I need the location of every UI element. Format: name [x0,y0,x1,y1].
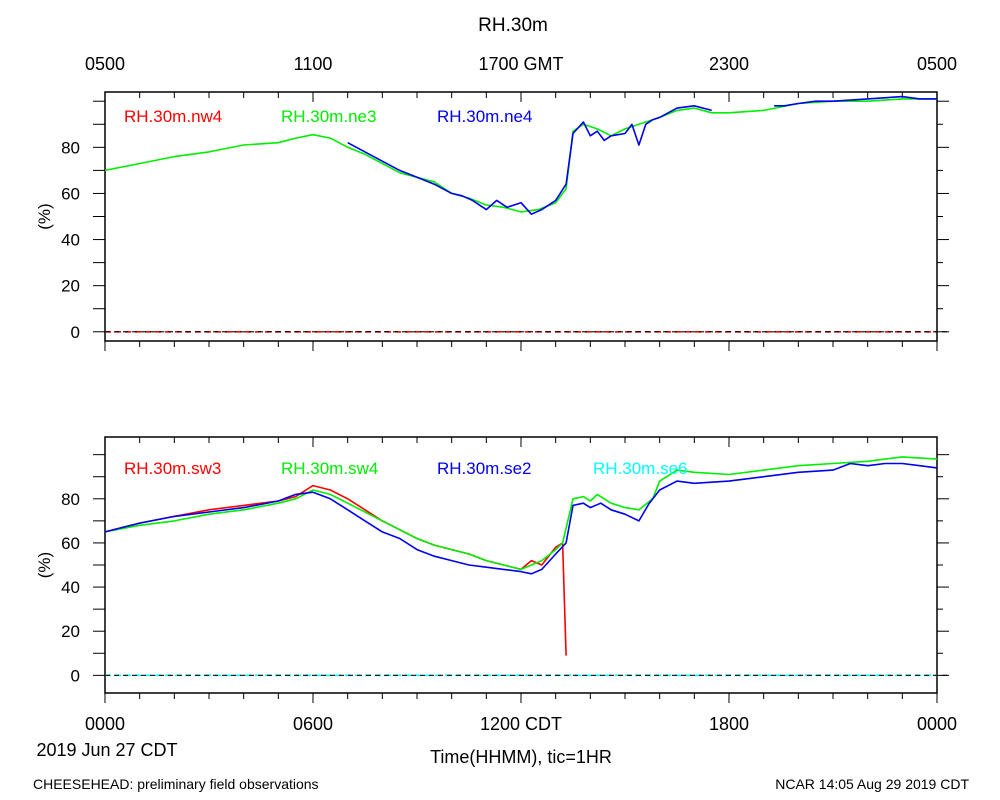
series-line-rh-30m-se2 [104,462,938,575]
series-line-rh-30m-sw3 [104,484,567,656]
legend-entry-rh-30m-se2: RH.30m.se2 [437,459,531,478]
legend-entry-rh-30m-ne3: RH.30m.ne3 [281,107,376,126]
gmt-tick-label: 1700 GMT [478,54,563,74]
legend-entry-rh-30m-sw3: RH.30m.sw3 [124,459,221,478]
legend-entry-rh-30m-ne4: RH.30m.ne4 [437,107,532,126]
legend-entry-rh-30m-nw4: RH.30m.nw4 [124,107,222,126]
footer-left: CHEESEHEAD: preliminary field observatio… [33,776,319,792]
figure-title: RH.30m [478,15,548,36]
y-tick-label: 0 [71,323,80,342]
cdt-tick-label: 0600 [293,714,333,734]
cdt-tick-label: 1200 CDT [480,714,562,734]
legend-entry-rh-30m-se6: RH.30m.se6 [593,459,687,478]
panel-frame [104,91,938,342]
y-tick-label: 20 [61,277,80,296]
gmt-tick-label: 1100 [294,54,333,74]
y-tick-label: 0 [71,666,80,685]
series-line-rh-30m-ne4 [774,95,937,107]
cdt-tick-label: 0000 [917,714,957,734]
y-tick-label: 40 [61,231,80,250]
top-gmt-axis: 0500 1100 1700 GMT 2300 0500 [85,54,957,74]
gmt-tick-label: 0500 [85,54,125,74]
cdt-tick-label: 0000 [85,714,125,734]
y-tick-label: 80 [61,138,80,157]
y-axis-title: (%) [35,552,54,578]
y-tick-label: 60 [61,184,80,203]
bottom-cdt-axis: 0000 0600 1200 CDT 1800 0000 [85,714,957,734]
y-tick-label: 60 [61,534,80,553]
cdt-tick-label: 1800 [709,714,749,734]
y-tick-label: 20 [61,622,80,641]
footer-right: NCAR 14:05 Aug 29 2019 CDT [775,776,969,792]
y-tick-label: 40 [61,578,80,597]
legend-entry-rh-30m-sw4: RH.30m.sw4 [281,459,378,478]
y-tick-label: 80 [61,490,80,509]
series-line-rh-30m-ne4 [347,105,712,215]
date-label: 2019 Jun 27 CDT [36,740,177,760]
bottom-panel: 0 20 40 60 80 (%) RH.30m.sw3 RH.30m.sw4 RH.30m.s… [35,436,949,703]
gmt-tick-label: 0500 [917,54,957,74]
series-line-rh-30m-sw4 [104,456,938,571]
y-axis-title: (%) [35,203,54,229]
series-line-rh-30m-ne3 [104,98,937,213]
gmt-tick-label: 2300 [709,54,749,74]
x-axis-title: Time(HHMM), tic=1HR [430,747,612,767]
top-panel: 0 20 40 60 80 (%) RH.30m.nw4 RH.30m.ne3 RH.30m.n… [35,91,949,351]
